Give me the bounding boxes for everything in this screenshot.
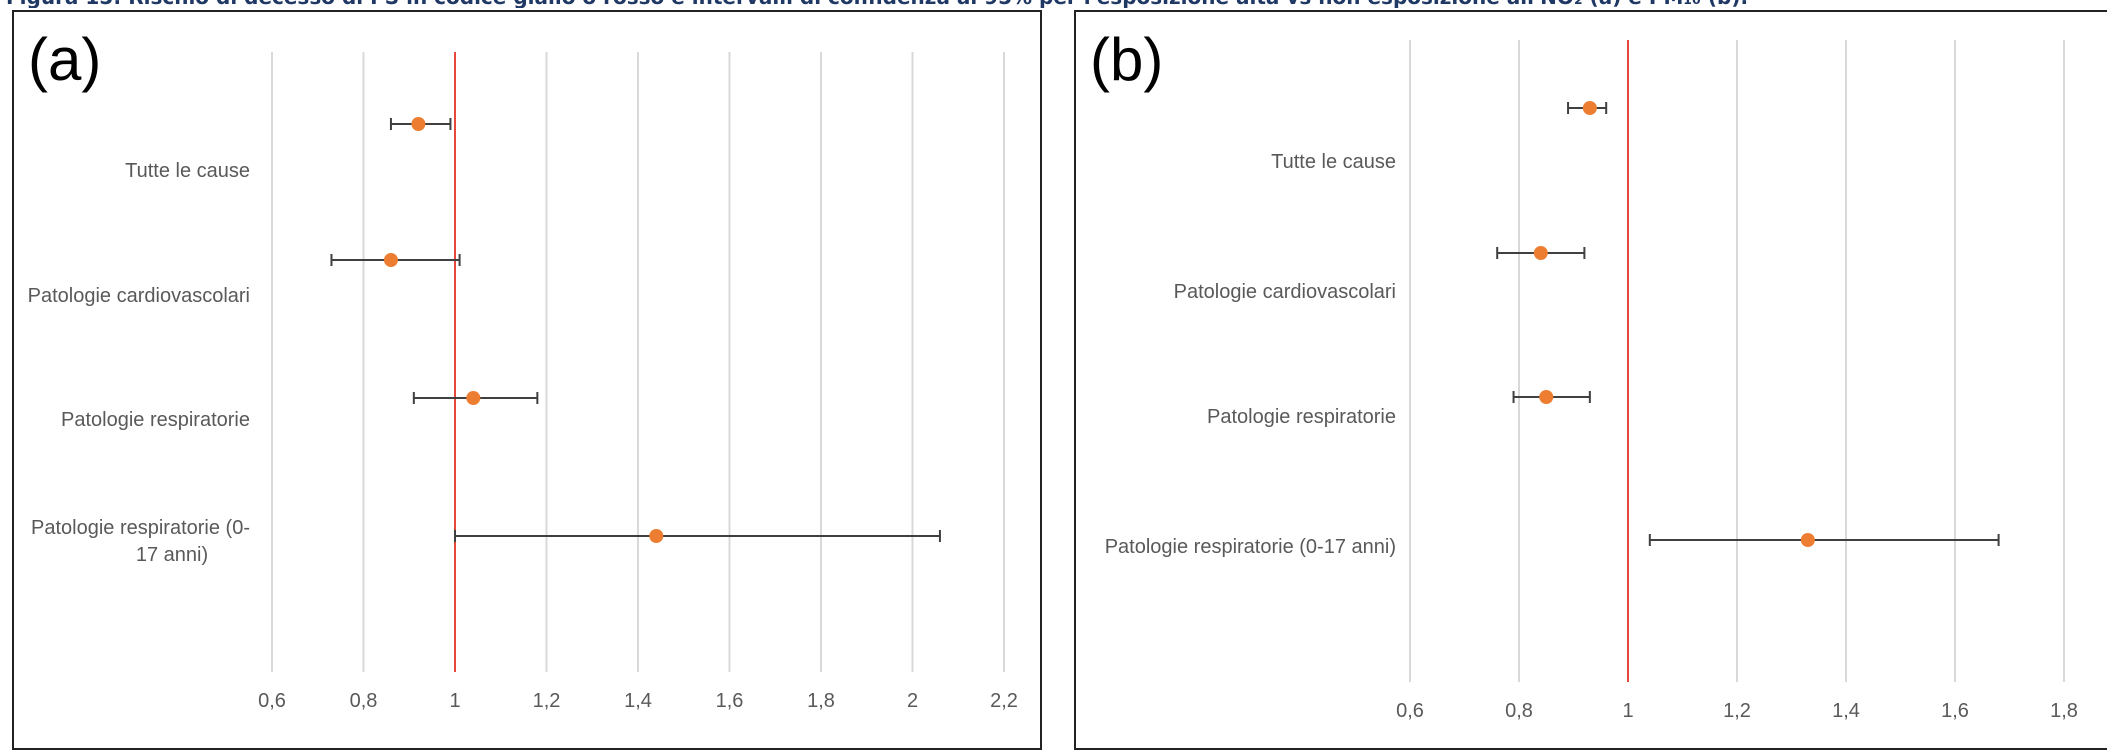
x-tick-label: 0,6 (1396, 700, 1424, 722)
category-label: Patologie respiratorie (0- 17 anni) (31, 517, 250, 566)
forest-plot-panel-a: (a) 0,6 0,8 1 1,2 1,4 1,6 1,8 2 2,2 Tutte le cause… (12, 10, 1042, 750)
x-tick-label: 0,8 (1505, 700, 1533, 722)
category-label-line: Patologie respiratorie (61, 409, 250, 431)
forest-plot-b: (b) 0,6 0,8 1 1,2 1,4 1,6 1,8 Tutte le cause Pato… (1090, 26, 2078, 722)
category-label: Patologie respiratorie (61, 409, 250, 431)
panel-title: (b) (1090, 26, 1163, 93)
x-tick-label: 1,8 (2050, 700, 2078, 722)
x-tick-label: 1,4 (624, 690, 652, 712)
category-label-line: 17 anni) (136, 544, 208, 566)
forest-plot-panel-b: (b) 0,6 0,8 1 1,2 1,4 1,6 1,8 Tutte le cause Pato… (1074, 10, 2107, 750)
x-tick-label: 0,8 (350, 690, 378, 712)
category-label-line: Patologie respiratorie (0- (31, 517, 250, 539)
x-tick-label: 2,2 (990, 690, 1018, 712)
x-tick-label: 1,2 (1723, 700, 1751, 722)
x-tick-label: 1,2 (533, 690, 561, 712)
x-tick-label: 1,4 (1832, 700, 1860, 722)
x-tick-label: 1 (1622, 700, 1633, 722)
x-tick-label: 1,8 (807, 690, 835, 712)
point-estimate (1582, 101, 1597, 115)
point-estimate (1533, 246, 1548, 260)
x-tick-label: 1,6 (716, 690, 744, 712)
x-tick-label: 0,6 (258, 690, 286, 712)
category-label-line: Tutte le cause (125, 160, 250, 182)
point-estimate (411, 117, 426, 131)
category-label-line: Patologie respiratorie (0-17 anni) (1105, 536, 1396, 558)
figure-caption: Figura 15: Rischio di decesso di PS in c… (6, 0, 2106, 8)
category-label-line: Patologie cardiovascolari (28, 285, 250, 307)
x-tick-label: 1 (449, 690, 460, 712)
point-estimate (1539, 390, 1554, 404)
category-label-line: Patologie cardiovascolari (1174, 281, 1396, 303)
category-label: Tutte le cause (1271, 151, 1396, 173)
x-tick-label: 1,6 (1941, 700, 1969, 722)
panel-title: (a) (28, 26, 101, 93)
category-label-line: Patologie respiratorie (1207, 406, 1396, 428)
point-estimate (649, 529, 664, 543)
category-label: Patologie cardiovascolari (1174, 281, 1396, 303)
category-label: Patologie respiratorie (1207, 406, 1396, 428)
category-label: Patologie respiratorie (0-17 anni) (1105, 536, 1396, 558)
point-estimate (1800, 533, 1815, 547)
point-estimate (466, 391, 481, 405)
point-estimate (383, 253, 398, 267)
x-tick-label: 2 (907, 690, 918, 712)
category-label: Tutte le cause (125, 160, 250, 182)
category-label-line: Tutte le cause (1271, 151, 1396, 173)
forest-plot-a: (a) 0,6 0,8 1 1,2 1,4 1,6 1,8 2 2,2 Tutte le cause… (28, 26, 1018, 712)
category-label: Patologie cardiovascolari (28, 285, 250, 307)
